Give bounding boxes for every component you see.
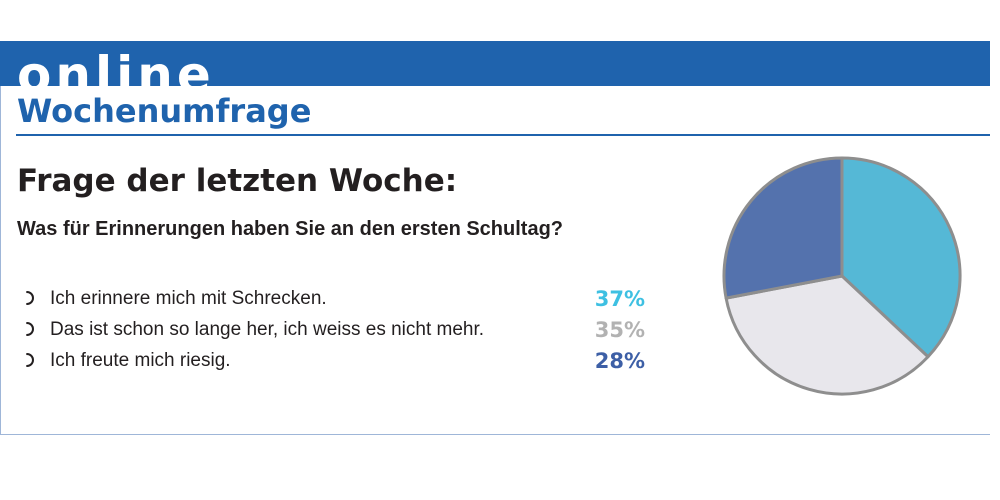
section-title: Wochenumfrage (17, 92, 312, 130)
poll-option-label: Ich erinnere mich mit Schrecken. (50, 288, 327, 309)
radio-circle-icon (26, 353, 34, 367)
poll-option-label: Das ist schon so lange her, ich weiss es… (50, 319, 485, 340)
header-banner: online (0, 41, 990, 86)
poll-heading: Frage der letzten Woche: (17, 163, 458, 199)
poll-options: Ich erinnere mich mit Schrecken. 37% Das… (17, 286, 657, 379)
radio-circle-icon (26, 291, 34, 305)
pie-slice-3 (722, 156, 844, 300)
poll-question: Was für Erinnerungen haben Sie an den er… (17, 218, 564, 240)
pie-chart (722, 156, 962, 396)
brand-wordmark: online (17, 46, 215, 86)
poll-option: Ich freute mich riesig. 28% (17, 348, 657, 379)
poll-frame (0, 41, 990, 435)
poll-option-percent: 37% (594, 287, 645, 311)
poll-option: Ich erinnere mich mit Schrecken. 37% (17, 286, 657, 317)
pie-slice-1 (840, 156, 962, 359)
radio-circle-icon (26, 322, 34, 336)
title-divider (16, 134, 990, 136)
poll-option-label: Ich freute mich riesig. (50, 350, 231, 371)
pie-slice-2 (724, 274, 930, 396)
poll-option-percent: 35% (594, 318, 645, 342)
poll-option: Das ist schon so lange her, ich weiss es… (17, 317, 657, 348)
poll-option-percent: 28% (594, 349, 645, 373)
